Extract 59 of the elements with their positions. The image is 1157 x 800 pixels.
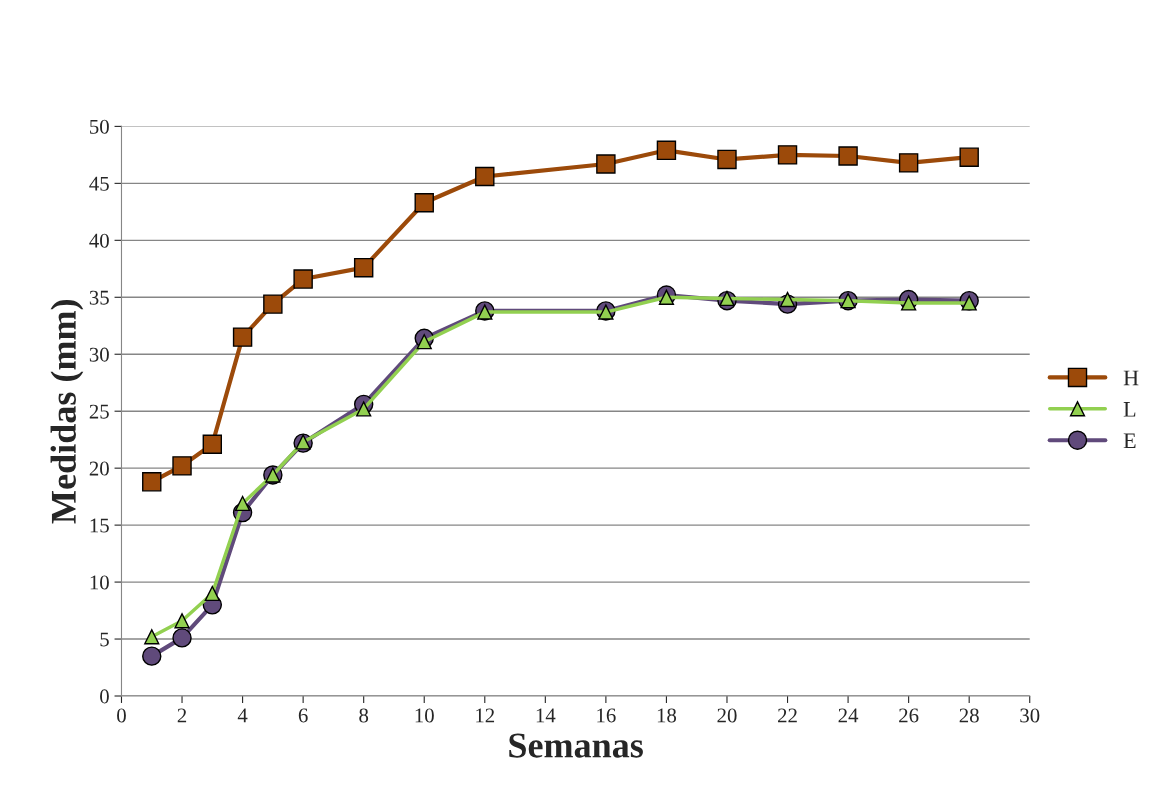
x-tick-label: 18 xyxy=(657,708,677,723)
point xyxy=(959,147,979,167)
y-tick-label: 0 xyxy=(100,689,109,704)
point xyxy=(838,146,858,166)
point xyxy=(356,401,372,417)
point xyxy=(142,646,162,666)
point xyxy=(172,628,192,648)
x-tick-label: 28 xyxy=(959,708,979,723)
x-tick-label: 20 xyxy=(717,708,737,723)
legend-label: L xyxy=(1123,402,1136,417)
point xyxy=(144,629,160,645)
y-tick-label: 50 xyxy=(90,119,109,134)
point xyxy=(234,495,251,512)
point xyxy=(416,334,432,350)
point xyxy=(202,434,223,454)
y-tick-label: 40 xyxy=(89,233,109,248)
y-axis-title: Medidas (mm) xyxy=(50,299,84,524)
x-tick-label: 22 xyxy=(778,708,797,723)
point xyxy=(174,613,190,629)
point xyxy=(961,295,977,311)
x-tick-label: 12 xyxy=(476,708,495,723)
x-axis-title: Semanas xyxy=(509,733,643,758)
y-tick-label: 30 xyxy=(89,347,109,362)
legend-label: E xyxy=(1123,433,1136,449)
x-tick-label: 8 xyxy=(359,708,369,723)
y-tick-label: 15 xyxy=(90,518,109,533)
y-tick-label: 20 xyxy=(89,461,109,476)
x-tick-label: 4 xyxy=(237,708,248,723)
point xyxy=(777,145,798,165)
y-tick-label: 25 xyxy=(89,404,109,419)
y-tick-label: 10 xyxy=(90,575,109,590)
point xyxy=(779,291,796,308)
x-tick-label: 0 xyxy=(117,708,126,723)
y-tick-label: 5 xyxy=(100,632,109,647)
point xyxy=(204,585,220,602)
x-tick-label: 26 xyxy=(899,708,919,723)
point xyxy=(717,149,737,170)
point xyxy=(656,140,677,161)
point xyxy=(142,472,162,492)
point xyxy=(232,327,253,347)
x-tick-label: 6 xyxy=(298,708,308,723)
point xyxy=(596,154,616,174)
point xyxy=(293,269,313,289)
point xyxy=(900,295,917,311)
legend-label: H xyxy=(1123,370,1139,386)
x-tick-label: 14 xyxy=(536,708,556,723)
x-tick-label: 2 xyxy=(177,708,187,723)
point xyxy=(898,153,919,173)
point xyxy=(475,166,495,187)
x-tick-label: 24 xyxy=(838,708,859,723)
x-tick-label: 16 xyxy=(597,708,616,723)
y-tick-label: 35 xyxy=(89,290,109,305)
x-tick-label: 30 xyxy=(1020,708,1040,723)
x-tick-label: 10 xyxy=(415,708,434,723)
y-tick-label: 45 xyxy=(89,176,109,191)
point xyxy=(263,294,283,314)
point xyxy=(414,193,434,213)
point xyxy=(172,456,192,476)
point xyxy=(353,257,374,278)
